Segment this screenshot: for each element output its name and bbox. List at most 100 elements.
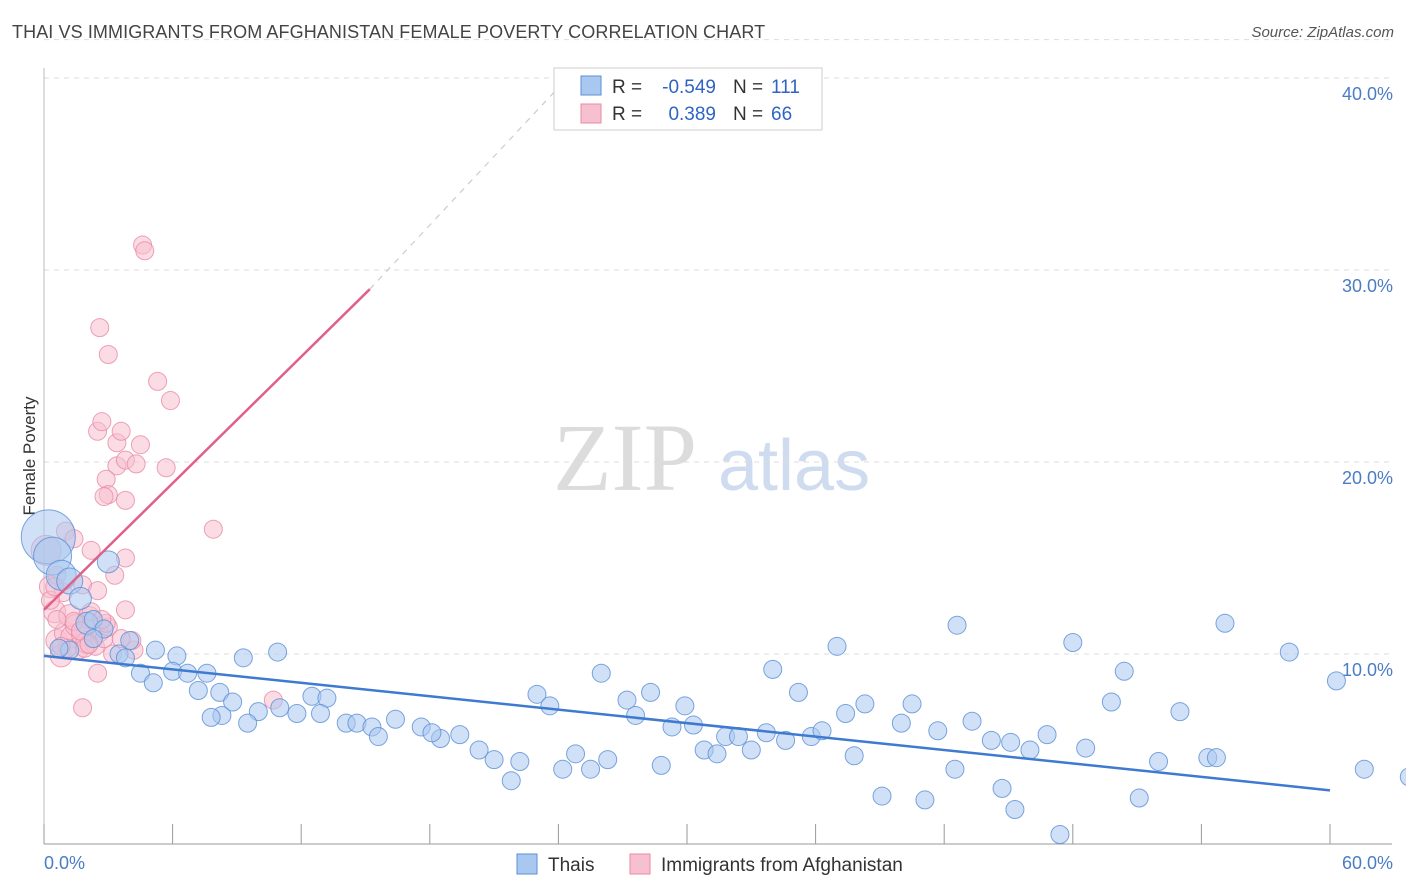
thais-point — [130, 663, 150, 683]
x-tick-label-max: 60.0% — [1342, 853, 1393, 873]
legend-afghan-n-value: 66 — [771, 104, 792, 125]
thais-point — [827, 636, 847, 656]
afghan-point — [160, 391, 180, 411]
thais-point — [872, 786, 892, 806]
y-tick-label: 10.0% — [1342, 660, 1393, 680]
afghan-point — [98, 344, 118, 364]
thais-point — [1050, 824, 1070, 844]
thais-point — [56, 567, 84, 595]
watermark-atlas: atlas — [718, 426, 870, 506]
thais-point — [422, 723, 442, 743]
thais-point — [115, 648, 135, 668]
thais-point — [210, 682, 230, 702]
thais-point — [1037, 725, 1057, 745]
legend-thais-n-label: N = — [733, 77, 763, 98]
thais-point — [201, 707, 221, 727]
thais-point — [675, 696, 695, 716]
bottom-legend-swatch-thais — [516, 853, 538, 875]
thais-point — [981, 730, 1001, 750]
afghan-point — [47, 609, 67, 629]
y-tick-label: 40.0% — [1342, 84, 1393, 104]
legend-thais-r-label: R = — [612, 77, 642, 98]
thais-point — [145, 640, 165, 660]
thais-point — [1020, 740, 1040, 760]
thais-point — [1399, 767, 1406, 786]
thais-point — [540, 696, 560, 716]
thais-point — [1001, 732, 1021, 752]
thais-point — [1170, 702, 1190, 722]
afghan-point — [135, 241, 155, 261]
thais-point — [836, 704, 856, 724]
thais-point — [915, 790, 935, 810]
thais-point — [386, 709, 406, 729]
thais-point — [143, 673, 163, 693]
thais-point — [233, 648, 253, 668]
legend-thais-n-value: 111 — [771, 77, 800, 98]
afghan-point — [73, 698, 93, 718]
afghan-point — [94, 487, 114, 507]
legend-swatch-thais — [580, 75, 602, 96]
thais-point — [902, 694, 922, 714]
thais-point — [1326, 671, 1346, 691]
thais-point — [223, 692, 243, 712]
thais-point — [1101, 692, 1121, 712]
legend-bottom: Thais Immigrants from Afghanistan — [516, 853, 903, 876]
thais-point — [651, 755, 671, 775]
thais-point — [1215, 613, 1235, 633]
thais-point — [450, 725, 470, 745]
thais-point — [287, 704, 307, 724]
thais-point — [1063, 632, 1083, 652]
afghan-point — [90, 318, 110, 338]
thais-point — [1149, 752, 1169, 772]
thais-point — [1005, 800, 1025, 820]
legend-afghan-n-label: N = — [733, 104, 763, 125]
thais-point — [83, 629, 103, 649]
thais-point — [268, 642, 288, 662]
thais-point — [891, 713, 911, 733]
thais-point — [581, 759, 601, 779]
thais-point — [617, 690, 637, 710]
thais-point — [501, 771, 521, 791]
thais-point — [49, 638, 69, 658]
thais-trendline — [43, 654, 1331, 792]
thais-point — [270, 698, 290, 718]
thais-point — [641, 682, 661, 702]
thais-point — [626, 705, 646, 725]
legend-afghan-r-label: R = — [612, 104, 642, 125]
thais-point — [1114, 661, 1134, 681]
thais-point — [310, 704, 330, 724]
thais-point — [96, 550, 120, 574]
chart-source: Source: ZipAtlas.com — [1251, 24, 1394, 41]
thais-point — [1076, 738, 1096, 758]
thais-point — [591, 663, 611, 683]
thais-point — [945, 759, 965, 779]
legend-top: R = -0.549 N = 111 R = 0.389 N = 66 — [553, 67, 823, 131]
thais-point — [598, 750, 618, 770]
afghan-point — [111, 421, 131, 441]
thais-point — [566, 744, 586, 764]
thais-point — [68, 586, 92, 610]
y-tick-label: 20.0% — [1342, 468, 1393, 488]
thais-point — [776, 730, 796, 750]
x-ticks — [43, 824, 1331, 844]
thais-point — [707, 744, 727, 764]
bottom-legend-swatch-afghan — [629, 853, 651, 875]
thais-point — [469, 740, 489, 760]
thais-point — [188, 680, 208, 700]
thais-point — [855, 694, 875, 714]
thais-point — [178, 663, 198, 683]
afghan-point — [81, 540, 101, 560]
axes — [43, 68, 1392, 845]
x-tick-label-min: 0.0% — [44, 853, 85, 873]
legend-thais-r-value: -0.549 — [662, 77, 716, 98]
thais-point — [1279, 642, 1299, 662]
afghan-point — [115, 490, 135, 510]
y-tick-label: 30.0% — [1342, 276, 1393, 296]
series-thais — [20, 509, 1406, 844]
thais-point — [947, 615, 967, 635]
afghan-trendline-extension — [369, 87, 559, 290]
legend-swatch-afghan — [580, 103, 602, 124]
gridlines — [44, 39, 1392, 655]
legend-afghan-r-value: 0.389 — [668, 104, 716, 125]
